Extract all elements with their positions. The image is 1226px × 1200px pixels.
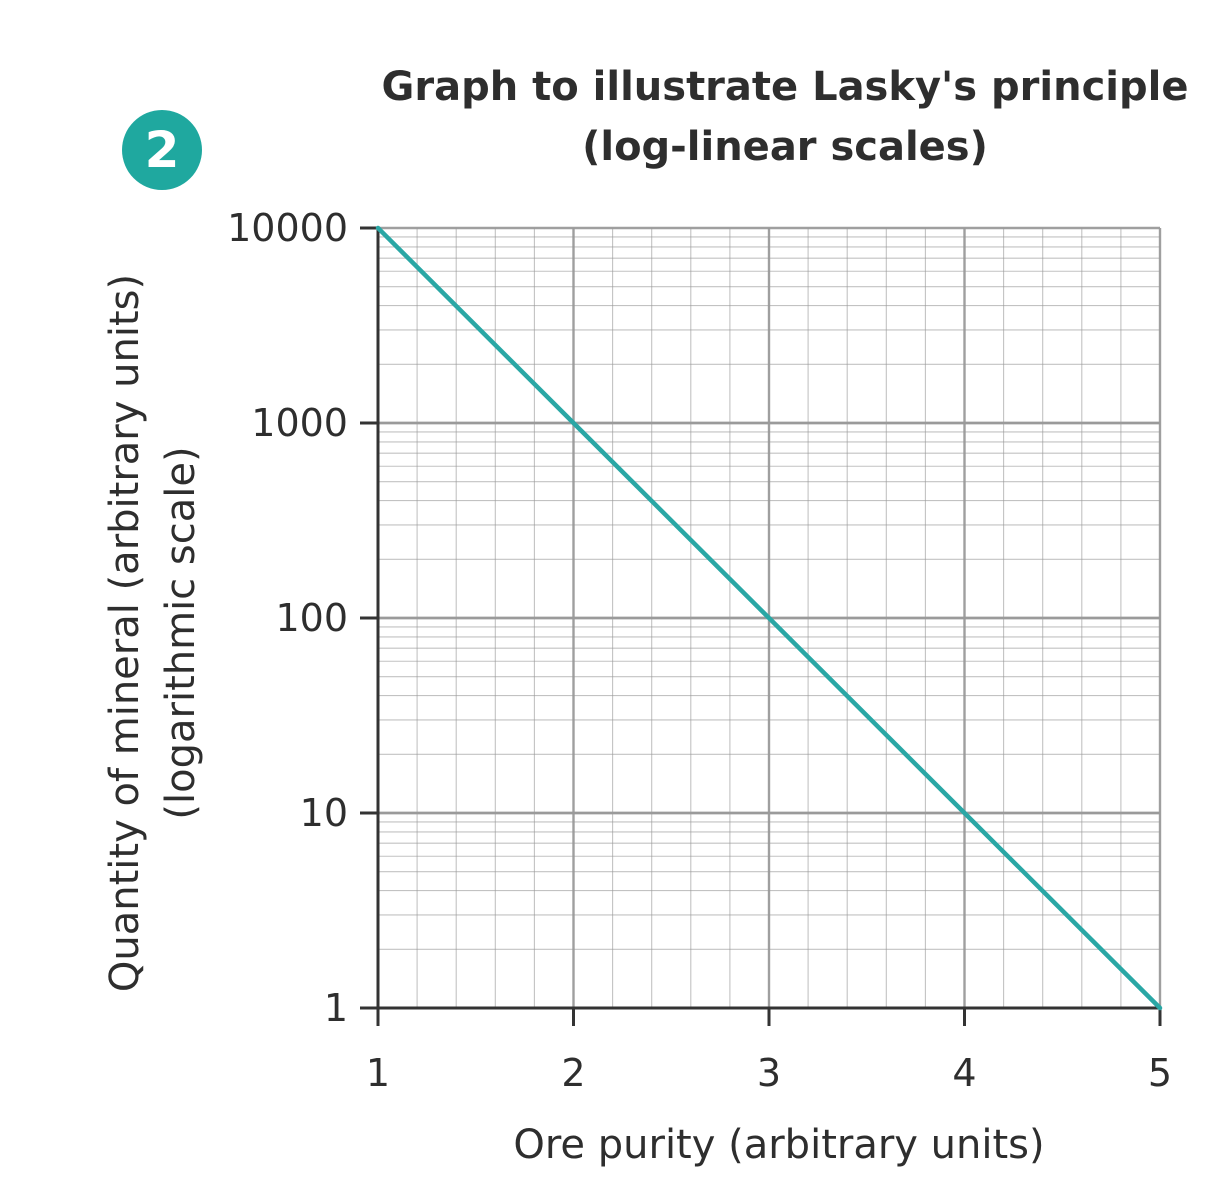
x-tick-label: 1 [366, 1051, 390, 1095]
x-axis-label: Ore purity (arbitrary units) [513, 1122, 1044, 1168]
y-tick-label: 10 [300, 791, 348, 835]
series-line [375, 225, 1163, 1011]
y-tick-label: 10000 [227, 206, 348, 250]
x-tick-label: 5 [1148, 1051, 1172, 1095]
y-tick-label: 100 [275, 596, 348, 640]
y-axis-label: Quantity of mineral (arbitrary units) [102, 274, 148, 992]
x-tick-label: 4 [952, 1051, 976, 1095]
figure-number-badge: 2 [122, 110, 202, 190]
chart-subtitle: (log-linear scales) [582, 124, 988, 170]
chart-title: Graph to illustrate Lasky's principle [381, 64, 1189, 110]
y-tick-label: 1000 [251, 401, 348, 445]
x-tick-label: 2 [561, 1051, 585, 1095]
x-tick-label: 3 [757, 1051, 781, 1095]
y-tick-label: 1 [324, 986, 348, 1030]
y-axis-label-scale: (logarithmic scale) [158, 446, 204, 819]
